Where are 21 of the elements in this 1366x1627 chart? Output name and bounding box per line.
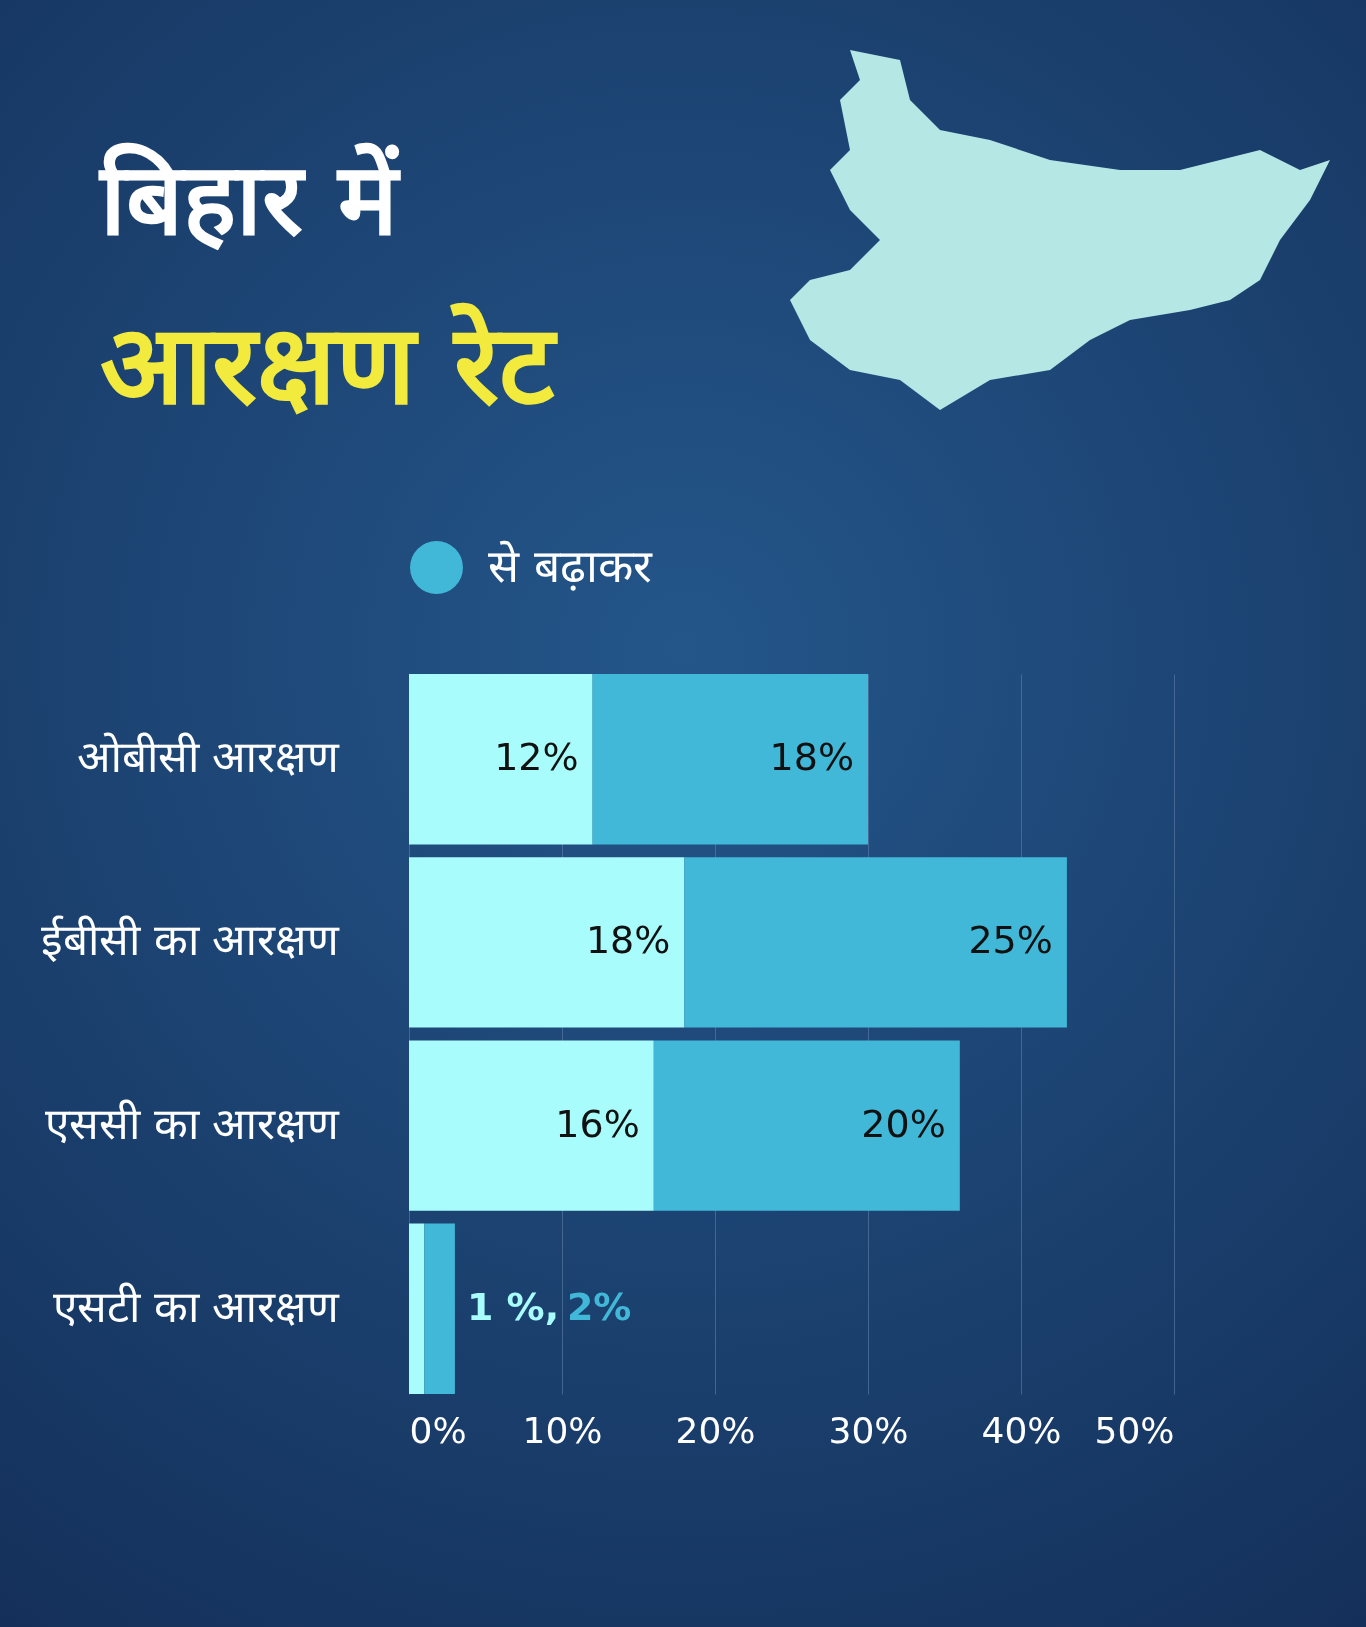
x-tick-label: 30% (828, 1409, 909, 1451)
x-tick-label: 0% (409, 1409, 467, 1451)
y-tick-label: एससी का आरक्षण (44, 1097, 341, 1149)
legend-label: से बढ़ाकर (488, 538, 653, 593)
data-label: 16% (555, 1101, 640, 1146)
chart-subtitle: आरक्षण रेट (99, 300, 559, 431)
chart-title: बिहार में (97, 140, 402, 260)
x-tick-label: 50% (1094, 1409, 1175, 1451)
data-label: 1 %, (466, 1284, 560, 1329)
x-tick-label: 40% (981, 1409, 1062, 1451)
data-label: 18% (769, 735, 854, 780)
y-tick-label: एसटी का आरक्षण (52, 1280, 341, 1332)
data-label: 20% (861, 1101, 946, 1146)
y-tick-label: ईबीसी का आरक्षण (40, 914, 341, 966)
x-tick-label: 10% (522, 1409, 603, 1451)
data-label: 25% (968, 918, 1053, 963)
data-label: 2% (566, 1284, 632, 1329)
x-tick-label: 20% (675, 1409, 756, 1451)
data-label: 12% (494, 735, 579, 780)
y-tick-label: ओबीसी आरक्षण (76, 731, 341, 783)
data-label: 18% (585, 918, 671, 963)
